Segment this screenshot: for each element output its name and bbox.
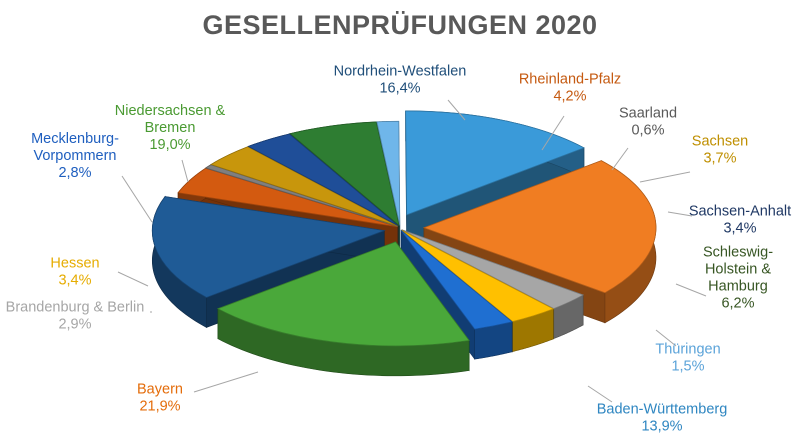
slice-name-6: Thüringen [655,341,720,357]
slice-value-12: 19,0% [149,137,190,153]
leader-line-2 [611,147,629,171]
slice-name-5: Hamburg [708,278,768,294]
slice-value-4: 3,4% [723,220,756,236]
pie-slice-6 [376,120,401,226]
leader-line-3 [639,171,691,183]
slice-value-8: 21,9% [139,398,180,414]
slice-name-11: Mecklenburg- [31,131,119,147]
pie-slice-10 [401,229,555,323]
chart-title: GESELLENPRÜFUNGEN 2020 [202,10,598,40]
leader-line-6 [655,329,677,347]
leader-line-8 [193,371,259,393]
leader-line-12 [181,159,189,183]
pie-slice-8 [422,160,657,294]
slice-value-9: 2,9% [58,316,91,332]
pie-slice-9 [401,229,585,310]
slice-name-5: Holstein & [705,261,771,277]
slice-name-5: Schleswig- [703,244,773,260]
slice-name-4: Sachsen-Anhalt [689,203,791,219]
slice-name-3: Sachsen [692,133,748,149]
leader-line-0 [447,99,466,121]
slice-name-8: Bayern [137,381,183,397]
leader-line-1 [541,115,565,151]
slice-tops [151,110,657,347]
slice-value-1: 4,2% [553,88,586,104]
leader-line-10 [117,271,149,287]
slice-name-9: Brandenburg & Berlin [6,299,145,315]
slice-name-0: Nordrhein-Westfalen [334,63,467,79]
slice-value-0: 16,4% [379,80,420,96]
slice-name-10: Hessen [50,255,99,271]
slice-name-12: Niedersachsen & [115,103,226,119]
pie-slice-7 [405,110,585,216]
pie-slice-4 [247,133,399,227]
slice-value-7: 13,9% [641,418,682,434]
leader-line-11 [121,175,153,223]
slice-value-5: 6,2% [721,295,754,311]
slice-value-3: 3,7% [703,150,736,166]
slice-value-6: 1,5% [671,358,704,374]
slice-name-12: Bremen [145,120,196,136]
pie-slice-3 [210,146,398,227]
slice-name-1: Rheinland-Pfalz [519,71,621,87]
leader-line-4 [667,211,693,217]
leader-line-5 [675,283,707,297]
slice-name-7: Baden-Württemberg [597,401,728,417]
pie-slice-1 [177,167,398,228]
pie-slice-0 [151,196,386,298]
slice-value-10: 3,4% [58,272,91,288]
pie-slice-5 [289,121,400,227]
leader-line-7 [587,385,613,403]
slice-value-2: 0,6% [631,122,664,138]
slice-name-2: Saarland [619,105,677,121]
pie-slice-11 [400,230,513,330]
slice-name-11: Vorpommern [33,148,116,164]
pie-slice-12 [216,241,470,347]
slice-value-11: 2,8% [58,165,91,181]
